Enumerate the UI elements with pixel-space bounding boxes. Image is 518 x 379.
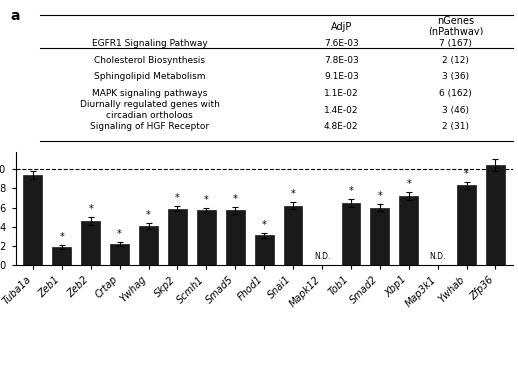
Text: *: *	[204, 195, 209, 205]
Text: *: *	[406, 179, 411, 189]
Text: N.D.: N.D.	[314, 252, 330, 262]
Text: *: *	[262, 220, 267, 230]
Text: *: *	[60, 232, 64, 242]
Bar	[197, 210, 216, 265]
Bar	[255, 235, 274, 265]
Text: *: *	[175, 193, 180, 203]
Bar	[139, 226, 158, 265]
Bar	[486, 165, 505, 265]
Text: *: *	[233, 194, 238, 204]
Bar	[168, 208, 187, 265]
Bar	[341, 203, 361, 265]
Bar	[81, 221, 100, 265]
Bar	[52, 247, 71, 265]
Bar	[399, 196, 418, 265]
Bar	[110, 244, 129, 265]
Text: *: *	[117, 229, 122, 239]
Text: a: a	[10, 9, 20, 23]
Text: *: *	[89, 204, 93, 214]
Bar	[284, 206, 303, 265]
Text: *: *	[291, 189, 295, 199]
Bar	[23, 175, 42, 265]
Bar	[457, 185, 476, 265]
Text: *: *	[349, 186, 353, 196]
Text: N.D.: N.D.	[429, 252, 446, 262]
Text: *: *	[146, 210, 151, 220]
Text: *: *	[464, 169, 469, 179]
Bar	[370, 208, 389, 265]
Text: *: *	[378, 191, 382, 201]
Bar	[226, 210, 244, 265]
